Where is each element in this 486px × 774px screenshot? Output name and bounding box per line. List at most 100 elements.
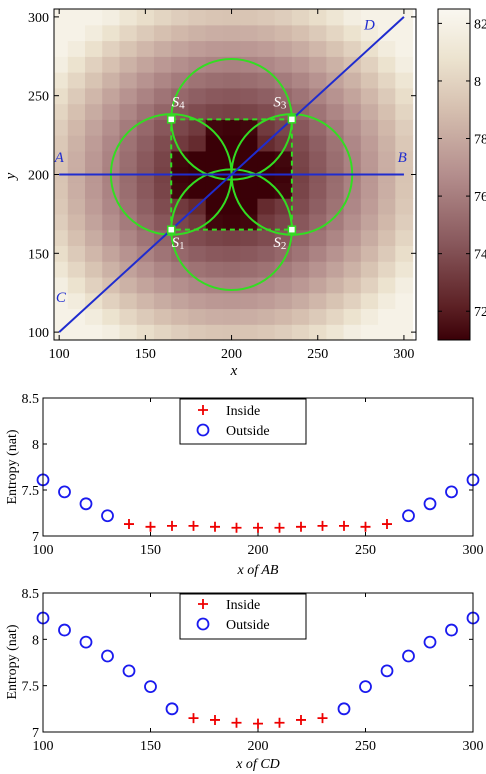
heatmap-cell (136, 308, 155, 325)
heatmap-cell (360, 261, 379, 278)
heatmap-cell (274, 308, 293, 325)
outside-point (402, 649, 415, 663)
heatmap-cell (326, 245, 345, 262)
heatmap-cell (395, 40, 414, 57)
heatmap-cell (153, 261, 172, 278)
heatmap-cell (102, 119, 121, 136)
heatmap-cell (343, 198, 362, 215)
heatmap-cell (102, 9, 121, 26)
heatmap-cell (67, 119, 86, 136)
heatmap-cell (291, 9, 310, 26)
heatmap-cell (171, 198, 190, 215)
heatmap-cell (102, 213, 121, 231)
heatmap-cell (257, 87, 276, 105)
heatmap-cell (136, 103, 155, 120)
y-tick-label: 300 (28, 11, 49, 26)
heatmap-cell (188, 324, 207, 341)
heatmap-cell (171, 182, 190, 199)
heatmap-cell (291, 276, 310, 294)
heatmap-cell (326, 40, 345, 57)
point-label-s1: S1 (172, 235, 185, 252)
heatmap-cell (378, 56, 396, 73)
colorbar-gradient (438, 9, 470, 340)
outside-point (423, 635, 437, 649)
heatmap-cell (222, 56, 241, 73)
outside-point (58, 623, 71, 637)
outside-point (380, 664, 394, 678)
heatmap-cell (136, 229, 155, 247)
heatmap-cell (102, 103, 121, 120)
heatmap-cell (67, 213, 86, 231)
heatmap-cell (378, 119, 396, 136)
ab-x-axis-label: x of AB (237, 563, 279, 578)
ab-legend: Inside Outside (179, 398, 307, 445)
heatmap-cell (257, 9, 276, 26)
heatmap-cell (153, 245, 172, 262)
heatmap-cell (85, 198, 103, 215)
heatmap-cell (343, 245, 362, 262)
heatmap-cell (240, 103, 259, 120)
outside-point (423, 497, 437, 511)
heatmap-cell (222, 292, 241, 310)
heatmap-cell (343, 308, 362, 325)
heatmap-cell (309, 119, 327, 136)
heatmap-cell (205, 72, 224, 89)
heatmap-cell (240, 324, 259, 341)
inside-point (296, 521, 306, 532)
outside-point (337, 702, 351, 716)
y-tick-label: 200 (28, 169, 49, 184)
heatmap-cell (153, 56, 172, 73)
heatmap-cell (153, 40, 172, 57)
heatmap-cell (343, 119, 362, 136)
heatmap-cell (343, 135, 362, 152)
heatmap-cell (378, 213, 396, 231)
heatmap-cell (291, 72, 310, 89)
heatmap-cell (153, 198, 172, 215)
heatmap-cell (153, 9, 172, 26)
point-label-s3: S3 (273, 95, 287, 112)
ab-legend-inside-marker (198, 405, 208, 415)
heatmap-cell (102, 56, 121, 73)
heatmap-cell (378, 245, 396, 262)
point-label-main: S (172, 95, 180, 111)
heatmap-cell (222, 103, 241, 120)
heatmap-cell (395, 245, 414, 262)
heatmap-cell (240, 198, 259, 215)
heatmap-cell (360, 9, 379, 26)
heatmap-cell (188, 308, 207, 325)
heatmap-cell (171, 292, 190, 310)
heatmap-cell (171, 308, 190, 325)
heatmap-cell (326, 135, 345, 152)
heatmap-cell (360, 24, 379, 42)
heatmap-cell (360, 87, 379, 105)
heatmap-cell (240, 72, 259, 89)
heatmap-cell (378, 198, 396, 215)
heatmap-cell (171, 245, 190, 262)
x-tick-label: 200 (248, 739, 269, 754)
heatmap-cell (153, 182, 172, 199)
cd-entropy-panel: 100 150 200 250 300 7 7.5 8 8.5 Inside Outside x… (5, 587, 484, 772)
heatmap-cell (222, 9, 241, 26)
heatmap-cell (85, 87, 103, 105)
x-tick-label: 250 (355, 739, 376, 754)
heatmap-cell (54, 150, 69, 168)
point-label-main: S (172, 235, 180, 251)
heatmap-cell (205, 40, 224, 57)
heatmap-cell (257, 324, 276, 341)
heatmap-cell (222, 87, 241, 105)
y-tick-label: 7.5 (22, 484, 40, 499)
heatmap-cell (326, 150, 345, 168)
heatmap-cell (274, 182, 293, 199)
heatmap-cell (171, 324, 190, 341)
heatmap-cell (67, 87, 86, 105)
line-label-a: A (54, 150, 65, 166)
inside-point (210, 714, 220, 725)
heatmap-cell (257, 56, 276, 73)
heatmap-cell (378, 9, 396, 26)
heatmap-cell (188, 24, 207, 42)
cd-plot-frame (42, 592, 474, 733)
heatmap-cell (153, 308, 172, 325)
